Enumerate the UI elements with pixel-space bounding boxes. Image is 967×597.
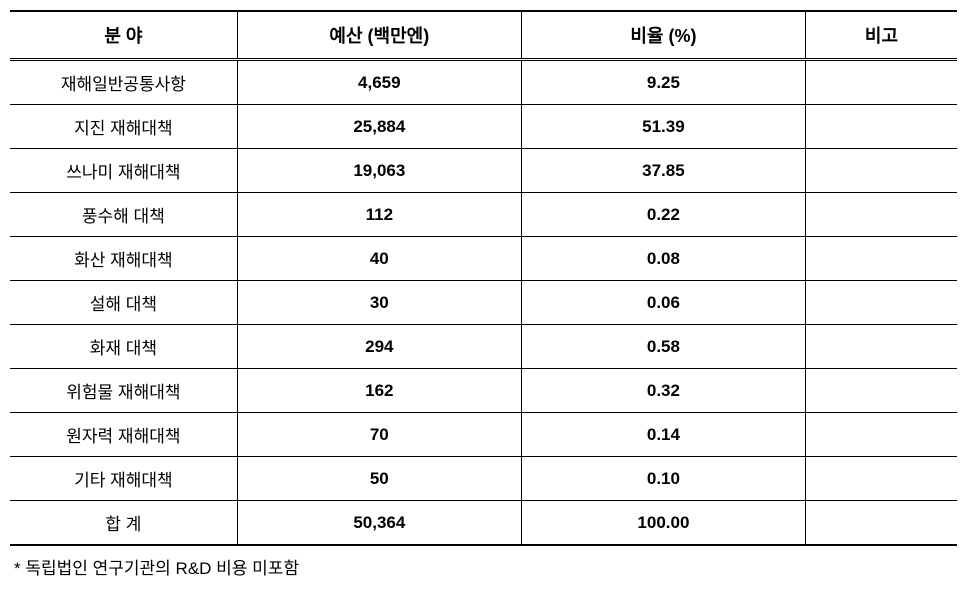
cell-field: 기타 재해대책 <box>10 457 237 501</box>
table-header-row: 분 야 예산 (백만엔) 비율 (%) 비고 <box>10 11 957 60</box>
table-row: 기타 재해대책 50 0.10 <box>10 457 957 501</box>
cell-field: 풍수해 대책 <box>10 193 237 237</box>
cell-field: 원자력 재해대책 <box>10 413 237 457</box>
header-field: 분 야 <box>10 11 237 60</box>
cell-ratio: 0.32 <box>521 369 805 413</box>
cell-ratio: 0.22 <box>521 193 805 237</box>
cell-ratio: 0.14 <box>521 413 805 457</box>
cell-ratio: 9.25 <box>521 60 805 105</box>
cell-ratio: 100.00 <box>521 501 805 546</box>
cell-budget: 25,884 <box>237 105 521 149</box>
cell-field: 설해 대책 <box>10 281 237 325</box>
cell-ratio: 0.08 <box>521 237 805 281</box>
cell-budget: 4,659 <box>237 60 521 105</box>
cell-note <box>805 325 957 369</box>
cell-note <box>805 193 957 237</box>
cell-budget: 30 <box>237 281 521 325</box>
cell-ratio: 0.06 <box>521 281 805 325</box>
cell-budget: 70 <box>237 413 521 457</box>
cell-budget: 40 <box>237 237 521 281</box>
cell-field: 합 계 <box>10 501 237 546</box>
cell-ratio: 51.39 <box>521 105 805 149</box>
cell-field: 위험물 재해대책 <box>10 369 237 413</box>
table-row: 쓰나미 재해대책 19,063 37.85 <box>10 149 957 193</box>
cell-note <box>805 60 957 105</box>
cell-note <box>805 413 957 457</box>
cell-ratio: 37.85 <box>521 149 805 193</box>
cell-budget: 294 <box>237 325 521 369</box>
table-row: 화산 재해대책 40 0.08 <box>10 237 957 281</box>
budget-table: 분 야 예산 (백만엔) 비율 (%) 비고 재해일반공통사항 4,659 9.… <box>10 10 957 546</box>
cell-note <box>805 281 957 325</box>
cell-budget: 19,063 <box>237 149 521 193</box>
cell-budget: 162 <box>237 369 521 413</box>
cell-ratio: 0.10 <box>521 457 805 501</box>
cell-note <box>805 105 957 149</box>
table-footnote: * 독립법인 연구기관의 R&D 비용 미포함 <box>10 546 957 587</box>
table-body: 재해일반공통사항 4,659 9.25 지진 재해대책 25,884 51.39… <box>10 60 957 546</box>
header-budget: 예산 (백만엔) <box>237 11 521 60</box>
table-row: 설해 대책 30 0.06 <box>10 281 957 325</box>
cell-budget: 50 <box>237 457 521 501</box>
table-row: 지진 재해대책 25,884 51.39 <box>10 105 957 149</box>
table-row: 풍수해 대책 112 0.22 <box>10 193 957 237</box>
cell-budget: 112 <box>237 193 521 237</box>
cell-note <box>805 501 957 546</box>
cell-field: 화산 재해대책 <box>10 237 237 281</box>
cell-field: 재해일반공통사항 <box>10 60 237 105</box>
table-row-total: 합 계 50,364 100.00 <box>10 501 957 546</box>
cell-field: 지진 재해대책 <box>10 105 237 149</box>
header-note: 비고 <box>805 11 957 60</box>
cell-note <box>805 369 957 413</box>
cell-note <box>805 149 957 193</box>
table-row: 재해일반공통사항 4,659 9.25 <box>10 60 957 105</box>
table-row: 화재 대책 294 0.58 <box>10 325 957 369</box>
cell-field: 화재 대책 <box>10 325 237 369</box>
cell-field: 쓰나미 재해대책 <box>10 149 237 193</box>
table-row: 위험물 재해대책 162 0.32 <box>10 369 957 413</box>
cell-ratio: 0.58 <box>521 325 805 369</box>
cell-budget: 50,364 <box>237 501 521 546</box>
cell-note <box>805 237 957 281</box>
cell-note <box>805 457 957 501</box>
header-ratio: 비율 (%) <box>521 11 805 60</box>
table-row: 원자력 재해대책 70 0.14 <box>10 413 957 457</box>
